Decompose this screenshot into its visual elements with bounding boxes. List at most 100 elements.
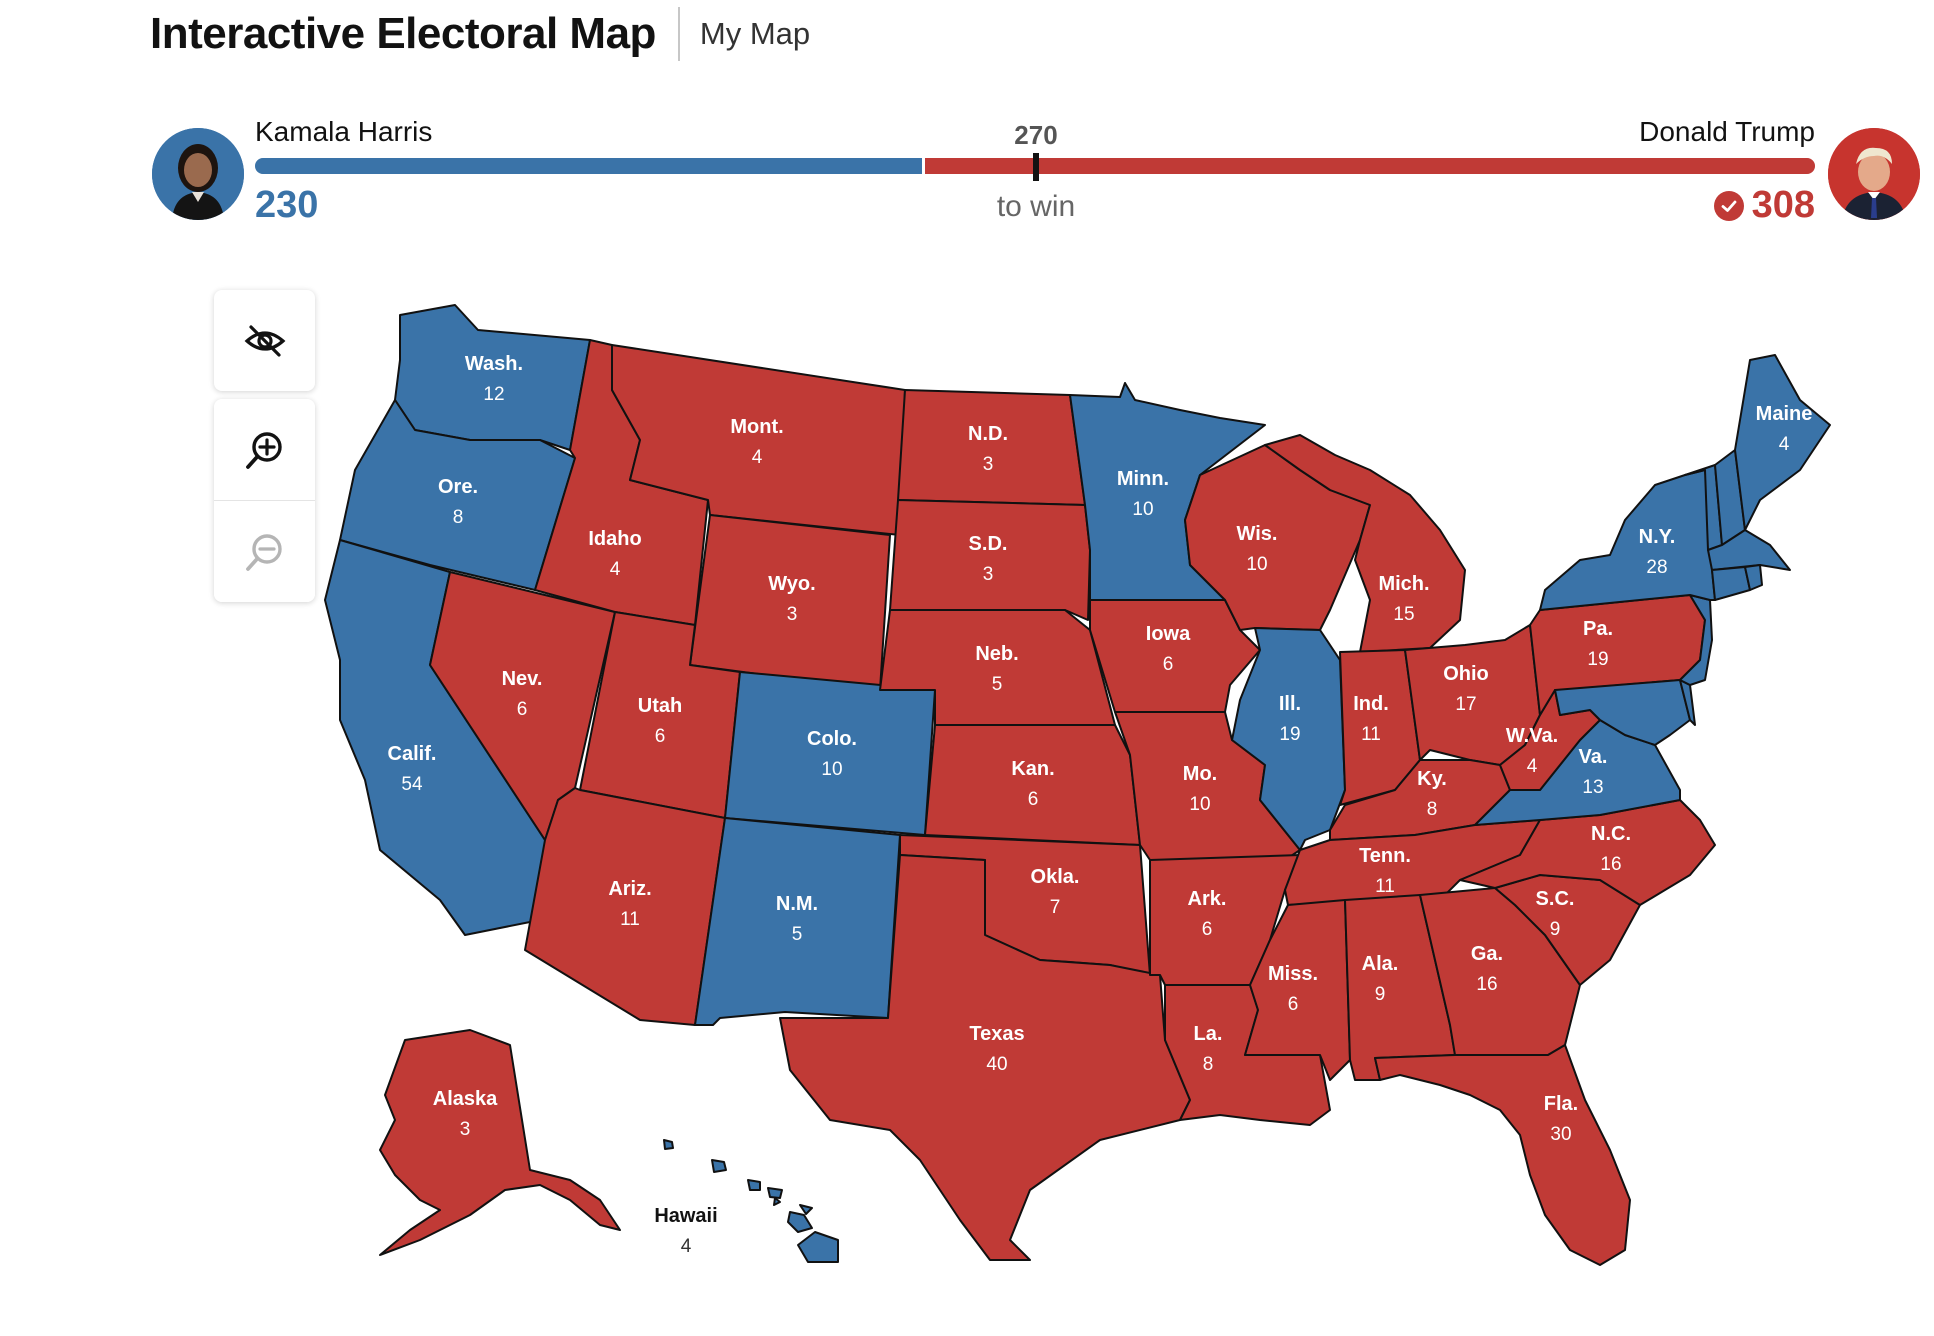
trump-avatar [1828,128,1920,220]
label-fl: Fla. [1544,1093,1578,1115]
page-title: Interactive Electoral Map [150,9,656,58]
ev-co: 10 [821,759,842,780]
trump-votes: 308 [1751,184,1815,226]
ev-pa: 19 [1587,649,1608,670]
ev-fl: 30 [1550,1124,1571,1145]
label-ky: Ky. [1417,768,1447,790]
label-ut: Utah [638,695,682,717]
ev-ak: 3 [460,1119,471,1140]
bar-gap [921,158,925,174]
state-hi[interactable] [663,1139,839,1263]
label-pa: Pa. [1583,618,1613,640]
ev-me: 4 [1779,434,1790,455]
state-me[interactable] [1734,354,1831,531]
label-az: Ariz. [608,878,651,900]
ev-in: 11 [1361,724,1381,745]
winner-check-icon [1713,190,1744,221]
state-fl[interactable] [1374,1044,1631,1266]
label-ak: Alaska [433,1088,498,1110]
label-ny: N.Y. [1639,526,1676,548]
ev-or: 8 [453,507,464,528]
ev-nm: 5 [792,924,803,945]
state-tx[interactable] [779,854,1191,1261]
page-header: Interactive Electoral Map My Map [150,4,810,64]
ev-oh: 17 [1455,694,1476,715]
label-ia: Iowa [1146,623,1191,645]
state-ks[interactable] [924,724,1141,846]
label-sd: S.D. [969,533,1008,555]
label-sc: S.C. [1536,888,1575,910]
label-in: Ind. [1353,693,1389,715]
label-ms: Miss. [1268,963,1318,985]
ev-nd: 3 [983,454,994,475]
state-ct[interactable] [1711,566,1751,601]
ev-tx: 40 [986,1054,1007,1075]
state-nd[interactable] [897,389,1086,506]
ev-ks: 6 [1028,789,1039,810]
ev-mi: 15 [1393,604,1414,625]
ev-nc: 16 [1600,854,1621,875]
hide-labels-button[interactable] [214,290,315,391]
state-nm[interactable] [694,817,901,1026]
label-mo: Mo. [1183,763,1217,785]
trump-votes-wrap: 308 [1713,184,1815,227]
ev-az: 11 [620,909,640,930]
ev-ga: 16 [1476,974,1497,995]
label-ne: Neb. [975,643,1018,665]
label-tx: Texas [969,1023,1024,1045]
label-wi: Wis. [1237,523,1278,545]
threshold-marker [1033,153,1039,181]
ev-al: 9 [1375,984,1386,1005]
ev-tn: 11 [1375,876,1395,897]
zoom-in-icon [245,431,282,469]
label-ga: Ga. [1471,943,1503,965]
ev-ca: 54 [401,774,423,795]
threshold-number: 270 [1014,120,1058,150]
label-va: Va. [1579,746,1608,768]
label-ca: Calif. [388,743,437,765]
label-nv: Nev. [502,668,543,690]
ev-nv: 6 [517,699,528,720]
electoral-tally: Kamala Harris Donald Trump 270 to win 23… [150,110,1920,240]
label-me: Maine [1756,403,1813,425]
state-wa[interactable] [394,304,591,451]
harris-votes: 230 [255,184,319,226]
zoom-out-button[interactable] [214,501,315,602]
ev-wa: 12 [483,384,504,405]
label-wy: Wyo. [768,573,815,595]
state-sd[interactable] [889,499,1091,621]
ev-la: 8 [1203,1054,1214,1075]
map-name[interactable]: My Map [699,16,811,51]
label-ks: Kan. [1011,758,1054,780]
ev-hi: 4 [681,1236,692,1257]
ev-mt: 4 [752,447,763,468]
state-ny[interactable] [1539,469,1716,611]
label-oh: Ohio [1443,663,1489,685]
label-ok: Okla. [1031,866,1080,888]
state-az[interactable] [524,787,726,1026]
ev-id: 4 [610,559,621,580]
state-wy[interactable] [689,514,891,691]
state-ak[interactable] [379,1029,621,1256]
map-controls [214,290,315,602]
ev-ia: 6 [1163,654,1174,675]
zoom-in-button[interactable] [214,399,315,500]
header-divider [677,7,680,61]
ev-ne: 5 [992,674,1003,695]
ev-il: 19 [1279,724,1300,745]
state-shapes [324,304,1831,1266]
zoom-controls [214,399,315,602]
zoom-out-icon [245,533,282,571]
state-co[interactable] [724,671,936,836]
ev-mo: 10 [1189,794,1210,815]
label-ar: Ark. [1188,888,1227,910]
ev-ms: 6 [1288,994,1299,1015]
state-nj[interactable] [1679,594,1713,686]
label-nm: N.M. [776,893,818,915]
label-mt: Mont. [730,416,783,438]
label-la: La. [1194,1023,1223,1045]
state-ri[interactable] [1744,564,1763,591]
state-labels: Wash.12Ore.8Calif.54Nev.6Idaho4Mont.4Wyo… [388,353,1813,1257]
label-wa: Wash. [465,353,523,375]
